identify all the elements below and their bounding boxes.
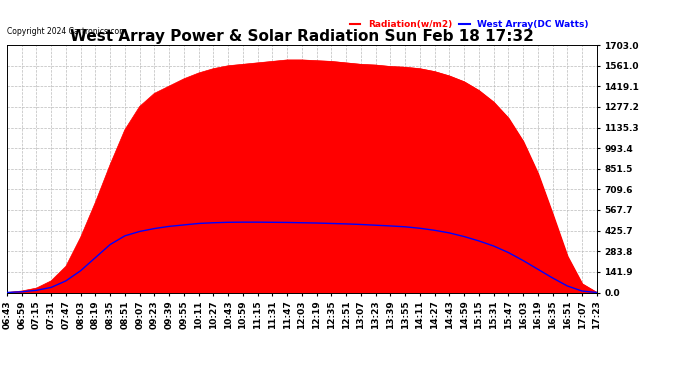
- Title: West Array Power & Solar Radiation Sun Feb 18 17:32: West Array Power & Solar Radiation Sun F…: [70, 29, 534, 44]
- Legend: Radiation(w/m2), West Array(DC Watts): Radiation(w/m2), West Array(DC Watts): [346, 16, 592, 32]
- Text: Copyright 2024 Cartronics.com: Copyright 2024 Cartronics.com: [7, 27, 126, 36]
